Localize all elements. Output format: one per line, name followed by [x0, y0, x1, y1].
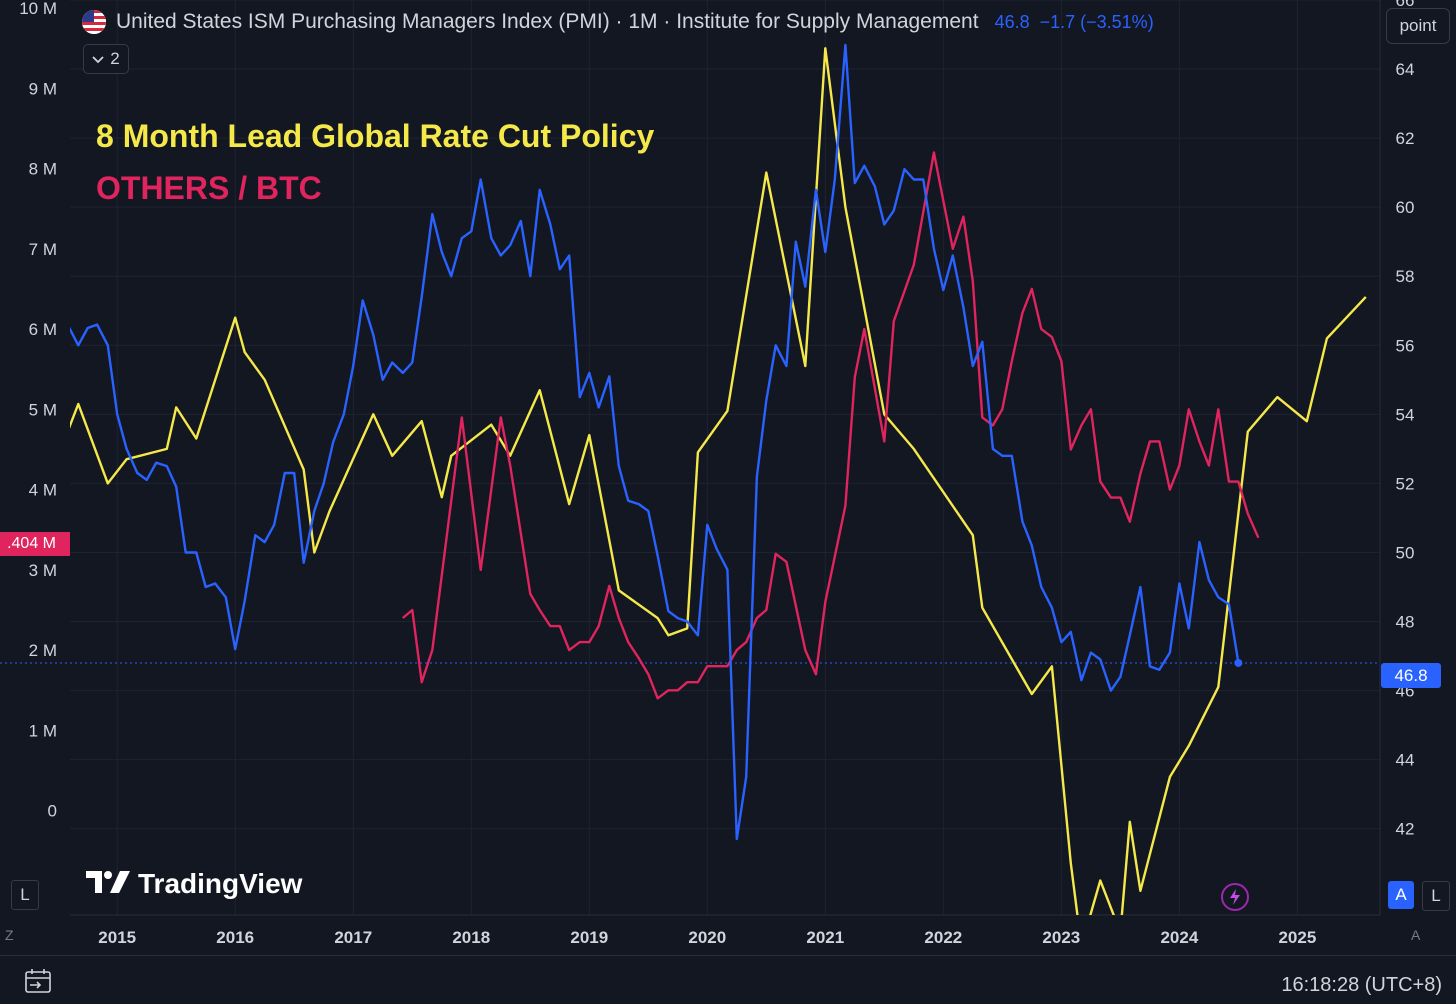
right-axis-tick-label: 64 — [1396, 60, 1415, 79]
left-axis-tick-label: 8 M — [29, 160, 57, 179]
go-to-date-icon[interactable] — [24, 968, 52, 994]
x-tick-label: 2022 — [924, 928, 962, 947]
left-log-scale-button[interactable]: L — [11, 880, 39, 910]
left-axis-tick-label: 5 M — [29, 400, 57, 419]
right-axis-tick-label: 62 — [1396, 129, 1415, 148]
a-label[interactable]: A — [1411, 927, 1421, 943]
x-tick-label: 2020 — [688, 928, 726, 947]
z-label[interactable]: Z — [5, 927, 14, 943]
right-axis-tick-label: 50 — [1396, 543, 1415, 562]
symbol-header[interactable]: United States ISM Purchasing Managers In… — [82, 10, 1154, 34]
left-axis-tick-label: 7 M — [29, 240, 57, 259]
lightning-icon[interactable] — [1221, 883, 1249, 911]
left-axis-tick-label: 9 M — [29, 79, 57, 98]
tradingview-logo-icon — [86, 868, 130, 900]
right-axis-last-value-badge: 46.8 — [1381, 663, 1441, 688]
right-axis-tick-label: 56 — [1396, 336, 1415, 355]
symbol-value: 46.8 — [994, 11, 1030, 32]
x-tick-label: 2016 — [216, 928, 254, 947]
indicator-count: 2 — [110, 49, 120, 68]
x-tick-label: 2017 — [334, 928, 372, 947]
x-tick-label: 2018 — [452, 928, 490, 947]
left-axis-tick-label: 10 M — [19, 0, 57, 18]
x-tick-label: 2019 — [570, 928, 608, 947]
right-axis-tick-label: 48 — [1396, 613, 1415, 632]
left-axis-tick-label: 1 M — [29, 721, 57, 740]
others-btc-series-line — [402, 151, 1260, 700]
symbol-title: United States ISM Purchasing Managers In… — [116, 10, 979, 33]
rate-cut-policy-series-line — [70, 47, 1367, 915]
indicators-collapse-button[interactable]: 2 — [83, 44, 129, 74]
left-axis-tick-label: 4 M — [29, 481, 57, 500]
left-axis-tick-label: 6 M — [29, 320, 57, 339]
right-axis-tick-label: 58 — [1396, 267, 1415, 286]
symbol-change: −1.7 (−3.51%) — [1039, 11, 1154, 32]
pmi-series-line — [70, 43, 1240, 841]
tradingview-logo[interactable]: TradingView — [86, 868, 302, 900]
x-tick-label: 2021 — [806, 928, 844, 947]
pmi-last-point — [1234, 658, 1243, 667]
bottom-toolbar: 16:18:28 (UTC+8) — [0, 955, 1456, 1004]
left-axis-tick-label: 2 M — [29, 641, 57, 660]
right-axis-tick-label: 42 — [1396, 820, 1415, 839]
x-tick-label: 2024 — [1160, 928, 1198, 947]
right-axis-tick-label: 44 — [1396, 751, 1415, 770]
us-flag-icon — [82, 10, 106, 34]
price-scale-mode-button[interactable]: point — [1386, 8, 1450, 44]
annotation-others-btc: OTHERS / BTC — [96, 170, 322, 206]
left-axis-tick-label: 0 — [48, 802, 57, 821]
clock-time: 16:18:28 (UTC+8) — [1281, 974, 1442, 996]
right-axis-tick-label: 54 — [1396, 405, 1415, 424]
tradingview-logo-text: TradingView — [138, 868, 303, 899]
annotation-rate-cut-policy: 8 Month Lead Global Rate Cut Policy — [96, 118, 655, 154]
right-axis-tick-label: 52 — [1396, 474, 1415, 493]
x-tick-label: 2023 — [1042, 928, 1080, 947]
x-tick-label: 2025 — [1278, 928, 1316, 947]
auto-scale-button[interactable]: A — [1388, 881, 1414, 909]
left-axis-tick-label: 3 M — [29, 561, 57, 580]
right-axis-tick-label: 60 — [1396, 198, 1415, 217]
chevron-down-icon — [92, 49, 104, 69]
left-axis-last-value-badge: .404 M — [0, 532, 70, 556]
x-tick-label: 2015 — [98, 928, 136, 947]
log-scale-button[interactable]: L — [1422, 881, 1450, 911]
right-axis-tick-label: 66 — [1396, 0, 1415, 10]
